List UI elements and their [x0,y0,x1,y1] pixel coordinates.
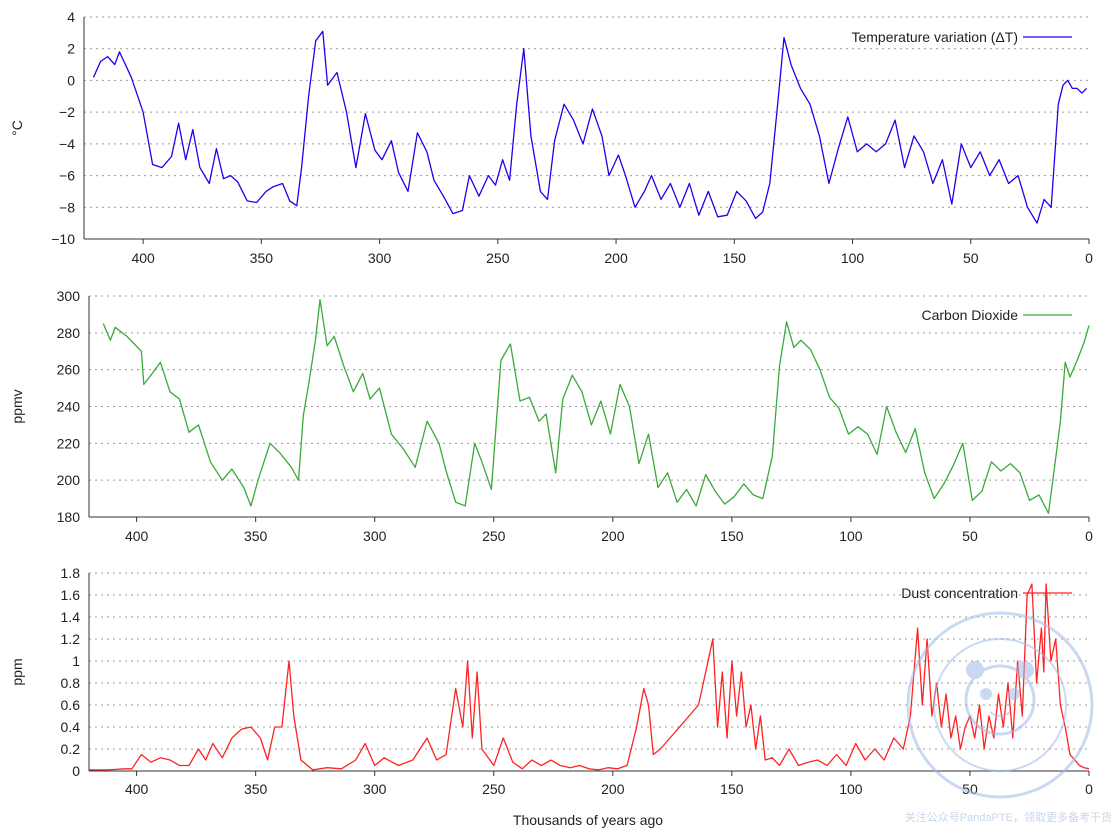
watermark-seal [906,611,1094,799]
y-tick-label: 1 [72,653,80,669]
y-axis-label: ppm [9,658,25,685]
y-tick-label: −2 [59,104,75,120]
y-tick-label: 280 [57,325,81,341]
x-tick-label: 400 [125,528,149,544]
x-tick-label: 0 [1085,528,1093,544]
x-tick-label: 350 [244,528,268,544]
y-axis-label: ppmv [9,389,25,423]
y-tick-label: 1.8 [61,565,81,581]
chart-panel-3: 1.8 1.6 1.4 1.2 1 0.8 0.6 0.4 0.2 0 400 350 300 250 20… [9,565,1093,828]
x-tick-label: 300 [368,250,392,266]
x-tick-label: 200 [604,250,628,266]
x-tick-label: 50 [963,250,979,266]
y-tick-label: 180 [57,509,81,525]
x-axis-label: Thousands of years ago [513,812,663,828]
x-tick-label: 100 [839,528,863,544]
x-tick-label: 150 [720,528,744,544]
x-tick-label: 250 [482,528,506,544]
x-tick-label: 300 [363,528,387,544]
x-tick-label: 100 [839,781,863,797]
y-tick-label: −4 [59,136,75,152]
y-tick-label: 200 [57,472,81,488]
x-tick-label: 300 [363,781,387,797]
x-tick-label: 400 [125,781,149,797]
y-axis-label: °C [9,120,25,136]
x-tick-label: 150 [720,781,744,797]
chart-panel-1: 4 2 0 −2 −4 −6 −8 −10 400 350 300 250 200 150 100 50 0 °C… [9,9,1093,266]
series-line [89,583,1090,771]
x-tick-label: 250 [482,781,506,797]
x-tick-label: 350 [250,250,274,266]
x-tick-label: 250 [486,250,510,266]
y-tick-label: −8 [59,199,75,215]
y-tick-label: 240 [57,399,81,415]
y-tick-label: 1.4 [61,609,81,625]
series-line [92,30,1088,224]
x-tick-label: 150 [723,250,747,266]
x-tick-label: 400 [131,250,155,266]
y-tick-label: −6 [59,168,75,184]
y-tick-label: 0.8 [61,675,81,691]
x-tick-label: 100 [841,250,865,266]
legend-label: Carbon Dioxide [922,307,1019,323]
y-tick-label: 4 [67,9,75,25]
y-tick-label: 0 [67,72,75,88]
x-tick-label: 50 [962,528,978,544]
x-tick-label: 200 [601,528,625,544]
chart-panel-2: 300 280 260 240 220 200 180 400 350 300 250 200 150 1… [9,288,1093,544]
watermark-footer: 关注公众号PandaPTE，领取更多备考干货 [905,810,1112,824]
series-line [102,299,1090,514]
legend-label: Temperature variation (ΔT) [851,29,1018,45]
y-tick-label: 0.6 [61,697,81,713]
x-tick-label: 200 [601,781,625,797]
x-tick-label: 0 [1085,781,1093,797]
legend-label: Dust concentration [901,585,1018,601]
y-tick-label: 1.2 [61,631,81,647]
y-tick-label: 300 [57,288,81,304]
y-tick-label: 220 [57,435,81,451]
y-tick-label: −10 [51,231,75,247]
y-tick-label: 260 [57,362,81,378]
y-tick-label: 1.6 [61,587,81,603]
y-tick-label: 0 [72,763,80,779]
y-tick-label: 0.4 [61,719,81,735]
y-tick-label: 2 [67,41,75,57]
x-tick-label: 350 [244,781,268,797]
x-tick-label: 0 [1085,250,1093,266]
y-tick-label: 0.2 [61,741,81,757]
